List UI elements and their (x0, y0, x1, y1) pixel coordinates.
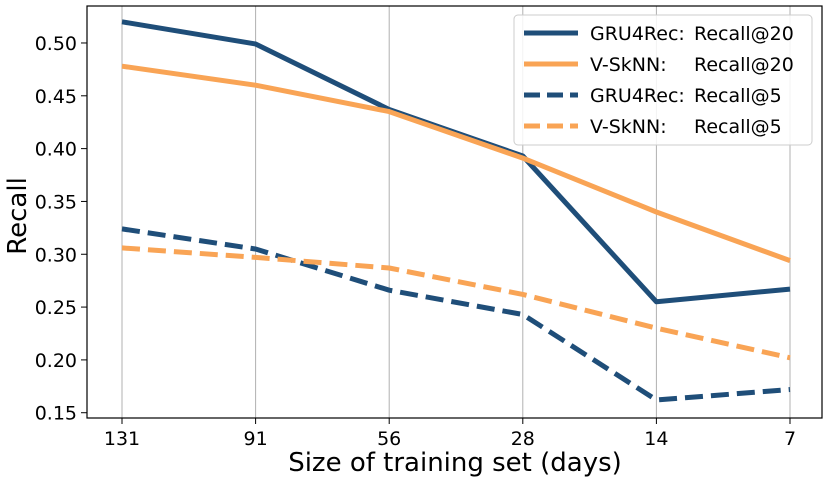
legend-label-model: GRU4Rec: (590, 85, 685, 107)
y-tick-label: 0.20 (35, 350, 77, 372)
series-line-3 (121, 245, 791, 361)
x-tick-label: 131 (104, 428, 140, 450)
y-axis-label: Recall (3, 177, 33, 255)
x-axis-label: Size of training set (days) (288, 448, 622, 478)
legend-label-metric: Recall@20 (694, 54, 794, 76)
x-tick-label: 7 (784, 428, 796, 450)
y-tick-label: 0.50 (35, 33, 77, 55)
y-tick-label: 0.25 (35, 297, 77, 319)
series-lines (121, 19, 791, 403)
x-tick-label: 28 (511, 428, 535, 450)
y-tick-label: 0.35 (35, 191, 77, 213)
legend-box (513, 14, 813, 146)
x-tick-label: 56 (377, 428, 401, 450)
legend-label-model: V-SkNN: (590, 54, 667, 76)
series-line-2 (121, 226, 791, 403)
y-tick-label: 0.15 (35, 403, 77, 425)
legend-label-metric: Recall@5 (694, 116, 782, 138)
y-tick-label: 0.45 (35, 86, 77, 108)
legend: GRU4Rec: Recall@20 V-SkNN: Recall@20 GRU4Rec… (513, 14, 813, 146)
y-tick-label: 0.30 (35, 244, 77, 266)
legend-label-metric: Recall@5 (694, 85, 782, 107)
x-axis-ticks: 131 91 56 28 14 7 (104, 418, 796, 450)
y-axis-ticks: 0.15 0.20 0.25 0.30 0.35 0.40 0.45 0.50 (35, 33, 87, 425)
x-tick-label: 91 (244, 428, 268, 450)
plot-border (86, 5, 823, 419)
x-tick-label: 14 (644, 428, 668, 450)
series-line-1 (121, 63, 791, 263)
axes-frame (86, 5, 823, 419)
y-tick-label: 0.40 (35, 139, 77, 161)
legend-label-model: GRU4Rec: (590, 23, 685, 45)
legend-label-model: V-SkNN: (590, 116, 667, 138)
legend-label-metric: Recall@20 (694, 23, 794, 45)
